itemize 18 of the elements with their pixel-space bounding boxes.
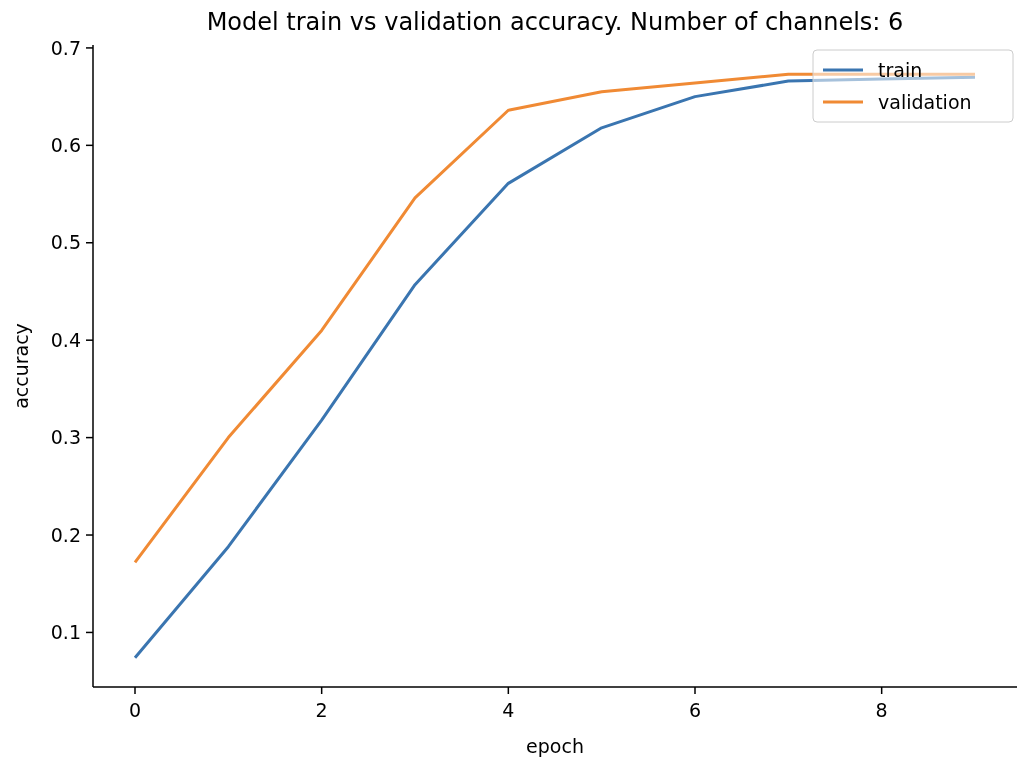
y-tick-label: 0.2 (50, 523, 81, 546)
x-tick-label: 2 (315, 699, 328, 721)
y-tick-label: 0.3 (50, 426, 81, 449)
y-tick-label: 0.6 (50, 133, 81, 156)
x-axis-title: epoch (526, 735, 584, 757)
line-series (133, 75, 977, 660)
y-tick-label: 0.7 (50, 36, 81, 59)
y-tick-label: 0.4 (50, 328, 81, 351)
x-tick-label: 6 (688, 699, 702, 721)
x-tick-label: 4 (502, 699, 515, 721)
legend-label: train (878, 58, 923, 81)
y-axis-title: accuracy (10, 323, 32, 409)
y-tick-label: 0.1 (50, 621, 81, 644)
chart-title: Model train vs validation accuracy. Number of channels: 6 (206, 8, 904, 36)
x-tick-label: 8 (875, 699, 888, 721)
y-tick-label: 0.5 (50, 231, 81, 254)
legend-label: validation (878, 90, 972, 113)
x-tick-label: 0 (128, 699, 142, 721)
